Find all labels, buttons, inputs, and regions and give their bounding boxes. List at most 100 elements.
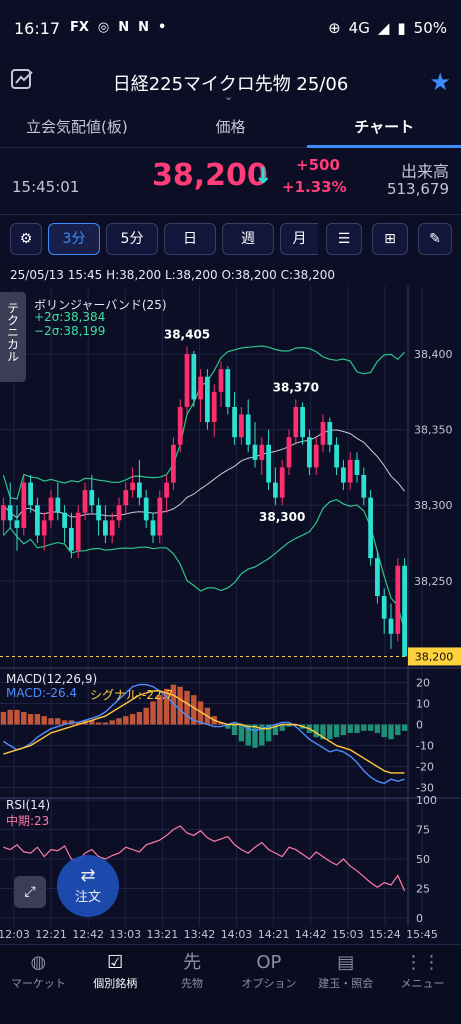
- futures-icon: 先: [183, 952, 202, 973]
- nav-options[interactable]: OP オプション: [230, 945, 307, 1024]
- instrument-title[interactable]: 日経225マイクロ先物 25/06: [112, 74, 349, 95]
- macd-histogram-bar: [55, 718, 61, 725]
- time-axis-label: 13:03: [109, 928, 141, 941]
- n-app-icon: N: [118, 20, 130, 35]
- bollinger-upper-label: +2σ:38,384: [34, 310, 106, 324]
- nav-positions[interactable]: ▤ 建玉・照会: [307, 945, 384, 1024]
- order-button[interactable]: ⇄ 注文: [57, 855, 119, 917]
- candle-body: [334, 444, 339, 468]
- tab-chart[interactable]: チャート: [307, 106, 461, 148]
- tab-price[interactable]: 価格: [215, 118, 246, 136]
- macd-histogram-bar: [374, 724, 381, 733]
- candle-body: [211, 391, 217, 423]
- time-axis-label: 14:03: [221, 928, 253, 941]
- macd-histogram-bar: [21, 711, 27, 725]
- time-axis-label: 12:21: [35, 928, 67, 941]
- macd-histogram-bar: [27, 714, 34, 725]
- nav-individual-stocks[interactable]: ☑ 個別銘柄: [77, 945, 154, 1024]
- macd-histogram-bar: [157, 695, 163, 725]
- macd-axis-label: 0: [416, 719, 423, 732]
- bollinger-title: ボリンジャーバンド(25): [34, 298, 167, 312]
- macd-histogram-bar: [259, 724, 265, 746]
- nav-menu[interactable]: ⋮⋮ メニュー: [384, 945, 461, 1024]
- macd-histogram-bar: [48, 718, 54, 725]
- battery-label: 50%: [413, 19, 447, 37]
- candle-body: [266, 444, 271, 483]
- candle-body: [123, 490, 129, 506]
- bar-menu-icon[interactable]: ☰: [326, 223, 362, 255]
- candle-body: [232, 406, 237, 438]
- nav-futures[interactable]: 先先物: [154, 945, 231, 1024]
- macd-histogram-bar: [367, 724, 374, 731]
- bottom-nav: ◍ マーケット ☑ 個別銘柄 先先物 OP オプション ▤ 建玉・照会 ⋮⋮ メニュー: [0, 944, 461, 1024]
- dot-icon: •: [158, 20, 167, 35]
- network-label: 4G: [348, 19, 370, 37]
- period-day-button[interactable]: 日: [164, 223, 216, 255]
- annotation-high-2: 38,370: [273, 380, 319, 394]
- period-3min-button[interactable]: 3分: [48, 223, 100, 255]
- macd-histogram-bar: [354, 724, 360, 733]
- candle-body: [245, 414, 251, 445]
- candle-body: [55, 497, 61, 513]
- period-5min-button[interactable]: 5分: [106, 223, 158, 255]
- candle-body: [198, 376, 203, 400]
- rsi-mid-label: 中期:23: [6, 814, 50, 828]
- technical-tab[interactable]: テクニカル: [0, 292, 26, 382]
- app-header: 日経225マイクロ先物 25/06 ⌄ ★: [0, 60, 461, 104]
- macd-histogram-bar: [150, 701, 156, 725]
- candle-body: [171, 444, 176, 483]
- nav-individual-label: 個別銘柄: [93, 977, 138, 990]
- nav-futures-label: 先物: [181, 977, 204, 990]
- order-button-label: 注文: [74, 890, 101, 905]
- candle-body: [157, 497, 163, 536]
- settings-gear-icon[interactable]: ⚙: [10, 223, 42, 255]
- macd-histogram-bar: [61, 720, 68, 725]
- candle-body: [143, 497, 149, 521]
- favorite-star-icon[interactable]: ★: [429, 68, 451, 96]
- edit-chart-icon[interactable]: [10, 66, 36, 92]
- signal-value-label: シグナル:-22.7: [90, 688, 174, 702]
- candle-body: [388, 618, 394, 634]
- macd-histogram-bar: [0, 711, 7, 725]
- time-axis-label: 14:21: [258, 928, 290, 941]
- period-month-button[interactable]: 月: [280, 223, 318, 255]
- candle-body: [402, 565, 407, 657]
- macd-axis-label: -10: [416, 740, 434, 753]
- nav-market[interactable]: ◍ マーケット: [0, 945, 77, 1024]
- macd-histogram-bar: [191, 695, 197, 725]
- macd-histogram-bar: [401, 724, 408, 731]
- last-price-tag: [408, 647, 461, 666]
- time-axis-label: 12:03: [0, 928, 30, 941]
- macd-histogram-bar: [333, 724, 340, 738]
- macd-histogram-bar: [245, 724, 251, 746]
- macd-histogram-bar: [136, 711, 143, 725]
- candles: 38,405 38,370 38,300: [1, 327, 407, 657]
- period-week-button[interactable]: 週: [222, 223, 274, 255]
- macd-histogram-bar: [7, 709, 13, 725]
- candle-body: [225, 369, 231, 407]
- macd-histogram-bar: [231, 724, 238, 736]
- chevron-down-icon[interactable]: ⌄: [224, 90, 234, 103]
- volume-value: 513,679: [386, 180, 449, 198]
- candle-body: [327, 422, 333, 445]
- signal-line: [3, 690, 405, 774]
- candle-body: [75, 512, 81, 551]
- annotation-low-1: 38,300: [259, 510, 305, 524]
- annotation-high-1: 38,405: [164, 327, 210, 341]
- draw-pencil-icon[interactable]: ✎: [418, 223, 452, 255]
- chart-canvas[interactable]: 38,405 38,370 38,300 38,200 38,400 38,350 38,…: [0, 286, 461, 946]
- macd-histogram-bar: [265, 724, 272, 742]
- macd-histogram-bar: [361, 724, 367, 731]
- swap-icon: ⇄: [80, 865, 96, 886]
- layout-grid-icon[interactable]: ⊞: [372, 223, 408, 255]
- rsi-axis-label: 75: [416, 824, 430, 837]
- candle-body: [395, 565, 401, 634]
- expand-icon[interactable]: ⤢: [14, 876, 46, 908]
- candle-body: [7, 505, 13, 521]
- nav-market-label: マーケット: [10, 977, 66, 990]
- time-axis-label: 15:03: [332, 928, 364, 941]
- fx-icon: FX: [70, 20, 89, 35]
- battery-icon: ▮: [397, 19, 406, 37]
- macd-title: MACD(12,26,9): [6, 672, 98, 686]
- tab-order-book[interactable]: 立会気配値(板): [25, 118, 128, 136]
